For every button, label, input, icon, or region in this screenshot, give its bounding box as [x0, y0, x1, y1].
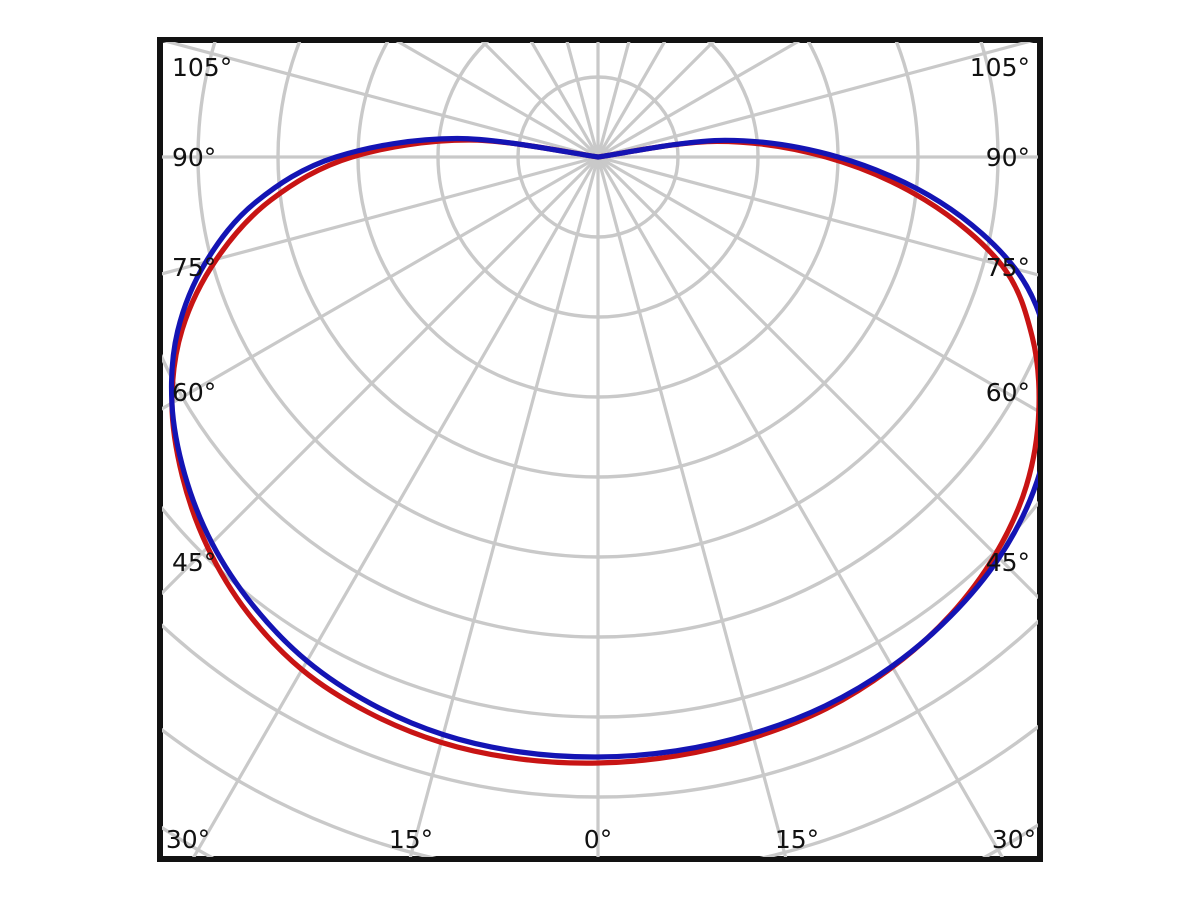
axis-label-bottom-15-right: 15°	[775, 825, 819, 854]
grid-radial-line	[162, 155, 600, 276]
grid-radial-line	[596, 155, 1004, 857]
grid-radial-line	[596, 155, 788, 857]
axis-label-right-90: 90°	[986, 143, 1030, 172]
axis-label-bottom-30-left: 30°	[166, 825, 210, 854]
axis-labels-bottom: 30° 15° 0° 15° 30°	[166, 825, 1036, 854]
grid-ring	[516, 75, 680, 239]
grid-radial-line	[162, 155, 600, 411]
axis-label-right-105: 105°	[970, 53, 1030, 82]
grid-radial-line	[596, 42, 1034, 159]
grid-ring	[436, 42, 760, 319]
grid-ring	[196, 42, 1000, 559]
grid-radial-line	[162, 42, 600, 159]
distribution-curve-red	[169, 137, 1038, 766]
distribution-curves	[168, 135, 1038, 766]
axis-label-left-60: 60°	[172, 378, 216, 407]
axis-label-left-45: 45°	[172, 548, 216, 577]
axis-label-right-60: 60°	[986, 378, 1030, 407]
axis-label-bottom-0: 0°	[584, 825, 612, 854]
grid-ring	[162, 344, 1038, 639]
axis-label-left-105: 105°	[172, 53, 232, 82]
grid-radial-line	[596, 155, 1038, 600]
axis-label-left-90: 90°	[172, 143, 216, 172]
grid-ring	[276, 42, 920, 479]
grid-ring	[162, 500, 1038, 719]
grid-radial-line	[408, 155, 600, 857]
grid-radial-line	[596, 155, 1038, 413]
grid-radial-line	[596, 42, 801, 159]
axis-labels-left: 105° 90° 75° 60° 45°	[172, 53, 232, 577]
axis-labels-right: 105° 90° 75° 60° 45°	[970, 53, 1030, 577]
axis-label-bottom-15-left: 15°	[389, 825, 433, 854]
axis-label-bottom-30-right: 30°	[992, 825, 1036, 854]
grid-radial-line	[395, 42, 600, 159]
grid-radial-line	[192, 155, 600, 857]
grid-radial-line	[596, 155, 1038, 277]
distribution-curve-blue	[168, 135, 1038, 760]
axis-label-right-45: 45°	[986, 548, 1030, 577]
axis-label-left-75: 75°	[172, 253, 216, 282]
grid-radial-line	[162, 155, 600, 596]
axis-label-right-75: 75°	[986, 253, 1030, 282]
grid-ring	[162, 619, 1038, 799]
